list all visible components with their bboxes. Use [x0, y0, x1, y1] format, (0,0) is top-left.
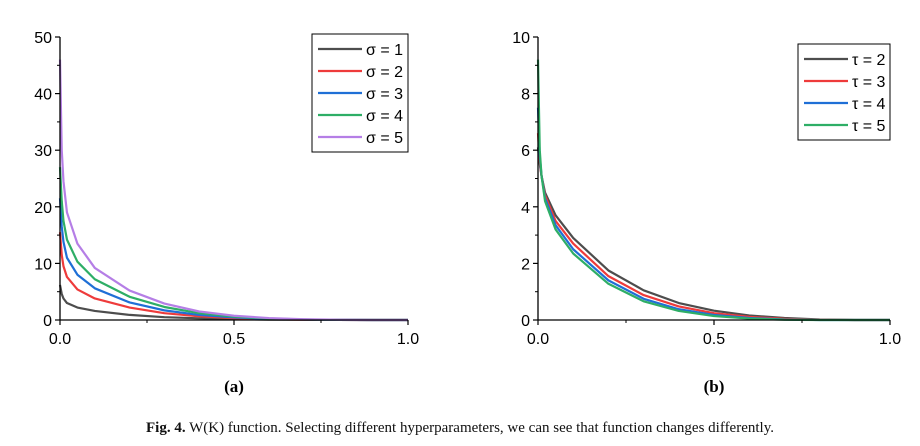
legend-label: σ = 3: [366, 86, 403, 103]
y-tick-label: 30: [34, 143, 52, 160]
chart-panel-1: 0 10 20 30 40 50 0.0 0.5 1.0 σ = 1 σ = 2 σ = 3 σ = 4…: [34, 30, 419, 396]
series-line-3: [58, 198, 408, 322]
y-tick-label: 4: [521, 200, 530, 217]
figure-caption: Fig. 4. W(K) function. Selecting differe…: [0, 420, 920, 437]
legend-label: σ = 1: [366, 42, 403, 59]
y-tick-label: 8: [521, 87, 530, 104]
x-tick-label: 0.0: [49, 331, 71, 348]
y-tick-label: 0: [43, 313, 52, 330]
series-line-2: [536, 133, 890, 322]
legend: σ = 1 σ = 2 σ = 3 σ = 4 σ = 5: [311, 33, 409, 153]
y-tick-label: 40: [34, 87, 52, 104]
legend-label: σ = 2: [366, 64, 403, 81]
chart-panel-2: 0 2 4 6 8 10 0.0 0.5 1.0 τ = 2 τ = 3 τ = 4 τ = 5 (b): [512, 30, 901, 396]
caption-text: W(K) function. Selecting different hyper…: [189, 420, 774, 436]
x-tick-label: 1.0: [397, 331, 419, 348]
legend: τ = 2 τ = 3 τ = 4 τ = 5: [797, 43, 891, 141]
caption-lead: Fig. 4.: [146, 420, 186, 436]
series-line-2: [58, 232, 408, 322]
panel-label: (b): [704, 377, 725, 396]
x-tick-label: 1.0: [879, 331, 901, 348]
x-tick-label: 0.0: [527, 331, 549, 348]
x-tick-label: 0.5: [223, 331, 245, 348]
legend-label: τ = 4: [852, 96, 886, 113]
legend-label: τ = 2: [852, 52, 886, 69]
y-tick-label: 20: [34, 200, 52, 217]
legend-label: σ = 4: [366, 108, 403, 125]
y-tick-label: 2: [521, 256, 530, 273]
y-tick-label: 10: [34, 256, 52, 273]
series-line-1: [536, 147, 890, 322]
y-tick-label: 6: [521, 143, 530, 160]
y-tick-label: 10: [512, 30, 530, 47]
series-line-4: [58, 167, 408, 322]
y-tick-label: 0: [521, 313, 530, 330]
panel-label: (a): [224, 377, 244, 396]
legend-label: σ = 5: [366, 130, 403, 147]
x-tick-label: 0.5: [703, 331, 725, 348]
legend-label: τ = 3: [852, 74, 886, 91]
y-tick-label: 50: [34, 30, 52, 47]
legend-label: τ = 5: [852, 118, 886, 135]
